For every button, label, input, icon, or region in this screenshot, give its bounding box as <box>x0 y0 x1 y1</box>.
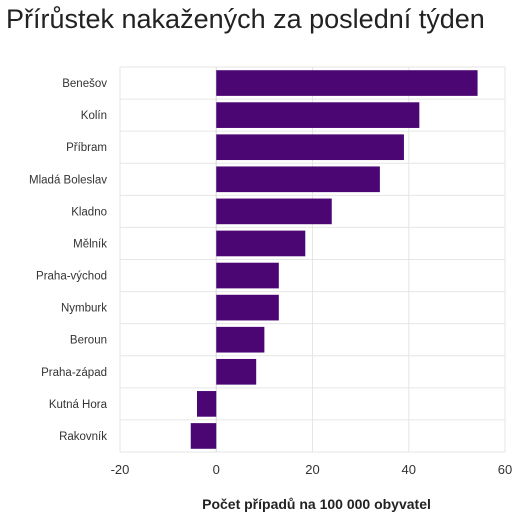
bar <box>216 70 478 96</box>
category-label: Mělník <box>73 238 107 250</box>
x-tick-label: 60 <box>498 462 512 477</box>
category-label: Nymburk <box>61 303 107 315</box>
category-label: Rakovník <box>59 431 107 443</box>
x-tick-labels: -20 0 20 40 60 <box>111 462 513 477</box>
bar <box>197 391 217 417</box>
x-tick-label: 20 <box>305 462 319 477</box>
category-label: Kolín <box>81 110 107 122</box>
category-label: Příbram <box>66 142 107 154</box>
category-label: Praha-západ <box>41 367 107 379</box>
bar <box>216 166 380 193</box>
category-labels: Benešov Kolín Příbram Mladá Boleslav Kladno M… <box>29 78 108 443</box>
x-axis-title: Počet případů na 100 000 obyvatel <box>202 496 431 512</box>
category-label: Praha-východ <box>36 271 107 283</box>
category-label: Mladá Boleslav <box>29 174 107 186</box>
category-label: Kladno <box>71 206 107 218</box>
bar <box>216 198 332 225</box>
bar <box>216 230 306 257</box>
bar <box>216 326 265 353</box>
chart-title: Přírůstek nakažených za poslední týden <box>6 4 485 34</box>
bar <box>216 134 404 161</box>
x-tick-label: -20 <box>111 462 130 477</box>
bar <box>216 294 279 321</box>
x-tick-label: 0 <box>213 462 220 477</box>
bar <box>190 423 217 449</box>
category-label: Benešov <box>62 78 107 90</box>
x-tick-label: 40 <box>402 462 416 477</box>
category-label: Kutná Hora <box>49 399 108 411</box>
category-label: Beroun <box>70 335 107 347</box>
bar <box>216 262 279 289</box>
bar <box>216 358 257 385</box>
gridlines <box>119 66 506 453</box>
bars <box>190 70 478 449</box>
bar <box>216 102 420 128</box>
